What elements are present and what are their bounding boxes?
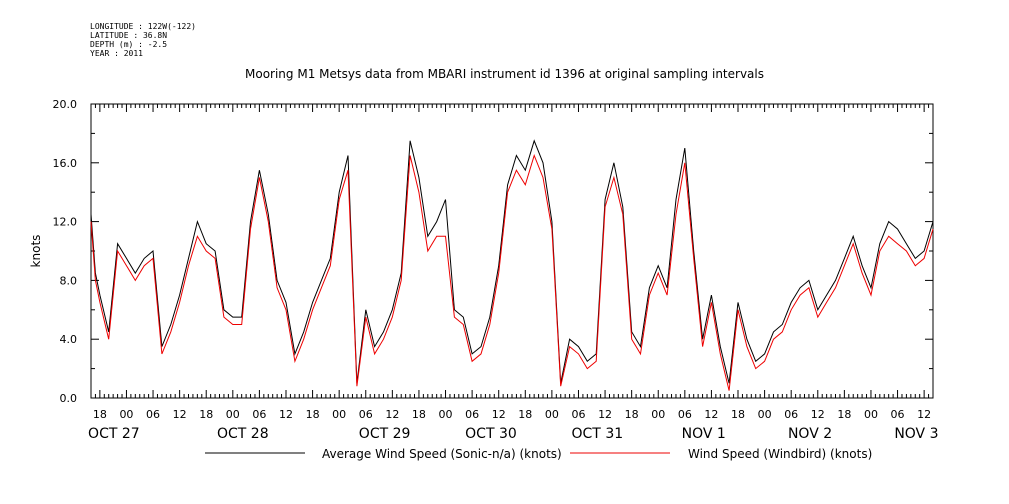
legend-label-windbird: Wind Speed (Windbird) (knots) [688, 447, 872, 461]
x-hour-label: 18 [199, 408, 213, 421]
x-hour-label: 18 [412, 408, 426, 421]
y-tick-label: 0.0 [60, 392, 78, 405]
x-hour-label: 18 [731, 408, 745, 421]
x-hour-label: 06 [571, 408, 585, 421]
plot-frame [90, 103, 934, 399]
meta-year: YEAR : 2011 [90, 49, 143, 58]
x-hour-label: 18 [306, 408, 320, 421]
x-hour-label: 18 [518, 408, 532, 421]
metadata-block: LONGITUDE : 122W(-122) LATITUDE : 36.8N … [90, 22, 196, 58]
x-hour-label: 12 [385, 408, 399, 421]
x-day-label: OCT 31 [572, 426, 624, 442]
x-hour-label: 12 [173, 408, 187, 421]
x-hour-label: 12 [917, 408, 931, 421]
x-hour-label: 00 [439, 408, 453, 421]
x-day-label: OCT 29 [359, 426, 411, 442]
y-tick-label: 8.0 [60, 274, 78, 287]
legend-label-sonic: Average Wind Speed (Sonic-n/a) (knots) [322, 447, 562, 461]
x-hour-label: 00 [864, 408, 878, 421]
x-hour-label: 12 [279, 408, 293, 421]
x-day-label: OCT 30 [465, 426, 517, 442]
y-axis-label: knots [29, 235, 43, 268]
x-hour-label: 06 [891, 408, 905, 421]
x-hour-label: 00 [226, 408, 240, 421]
x-hour-label: 00 [119, 408, 133, 421]
x-hour-label: 06 [465, 408, 479, 421]
x-day-label: OCT 28 [217, 426, 269, 442]
x-hour-label: 00 [758, 408, 772, 421]
x-day-label: NOV 1 [682, 426, 726, 442]
x-day-label: NOV 3 [894, 426, 938, 442]
x-hour-label: 12 [492, 408, 506, 421]
y-tick-label: 20.0 [53, 98, 78, 111]
x-hour-label: 18 [625, 408, 639, 421]
x-day-label: OCT 27 [88, 426, 140, 442]
meta-latitude: LATITUDE : 36.8N [90, 31, 168, 40]
x-hour-label: 06 [784, 408, 798, 421]
y-tick-label: 16.0 [53, 157, 78, 170]
x-hour-label: 00 [651, 408, 665, 421]
x-hour-label: 06 [252, 408, 266, 421]
y-tick-label: 12.0 [53, 216, 78, 229]
x-day-label: NOV 2 [788, 426, 832, 442]
y-tick-label: 4.0 [60, 333, 78, 346]
x-hour-label: 00 [332, 408, 346, 421]
x-hour-label: 12 [704, 408, 718, 421]
x-hour-label: 00 [545, 408, 559, 421]
x-hour-label: 18 [93, 408, 107, 421]
windbird-series-line [90, 153, 934, 391]
chart-title: Mooring M1 Metsys data from MBARI instru… [245, 67, 764, 81]
x-hour-label: 06 [678, 408, 692, 421]
x-hour-label: 06 [146, 408, 160, 421]
meta-longitude: LONGITUDE : 122W(-122) [90, 22, 196, 31]
meta-depth: DEPTH (m) : -2.5 [90, 40, 168, 49]
x-hour-label: 12 [811, 408, 825, 421]
sonic-series-line [90, 139, 934, 384]
x-hour-label: 06 [359, 408, 373, 421]
x-hour-label: 12 [598, 408, 612, 421]
x-hour-label: 18 [837, 408, 851, 421]
